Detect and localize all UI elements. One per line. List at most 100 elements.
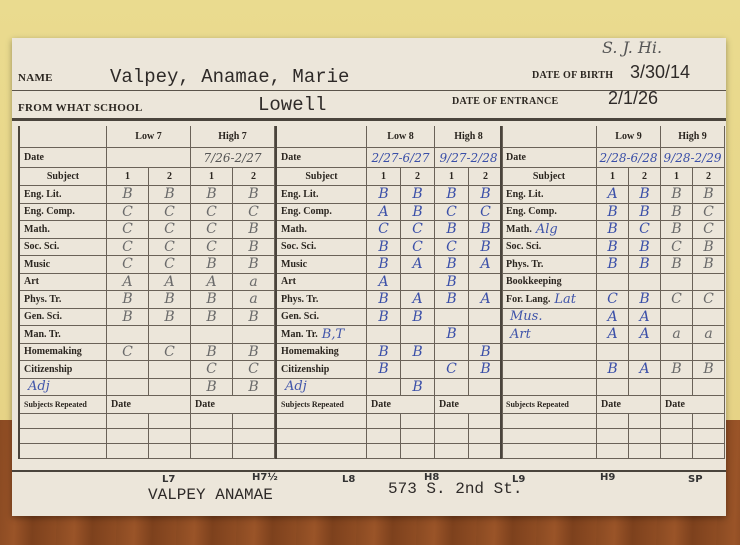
subject-row-label: Mus. (502, 308, 597, 326)
term-date: 9/27-2/28 (435, 148, 503, 168)
grade-cell: B (233, 238, 275, 256)
entrance-label: DATE OF ENTRANCE (452, 96, 559, 107)
subject-name: Man. Tr. (281, 328, 318, 340)
subject-row-label: Adj (277, 378, 367, 396)
grade-cell: B (661, 221, 693, 239)
grade-cell: B (435, 256, 469, 274)
subject-name: Math. (281, 223, 307, 235)
grade-cell (149, 361, 191, 379)
grade-cell: C (107, 256, 149, 274)
subject-header: Subject (20, 168, 107, 186)
blank-cell (401, 429, 435, 444)
period-number: 1 (597, 168, 629, 186)
subject-row-label: Music (277, 256, 367, 274)
grade-cell: B (233, 378, 275, 396)
subject-row-label: Math. Alg (502, 221, 597, 239)
subject-row-label: For. Lang. Lat (502, 291, 597, 309)
grade-cell (107, 326, 149, 344)
grade-level-code: L8 (342, 474, 356, 485)
term-date (107, 148, 191, 168)
blank-cell (20, 126, 107, 148)
grade-cell: B (233, 256, 275, 274)
blank-cell (149, 444, 191, 459)
blank-cell (277, 414, 367, 429)
period-number: 2 (149, 168, 191, 186)
subject-name: Citizenship (281, 363, 330, 375)
subject-name: Soc. Sci. (281, 241, 317, 253)
grade-level-code: H8 (424, 472, 440, 483)
grade-cell: B (191, 308, 233, 326)
grade-cell: C (149, 238, 191, 256)
blank-cell (469, 444, 503, 459)
blank-cell (693, 429, 725, 444)
grade-cell: B (469, 186, 503, 204)
subject-name: Soc. Sci. (24, 241, 60, 253)
grade-cell: B (469, 221, 503, 239)
grade-cell: C (191, 203, 233, 221)
grade-cell: B (107, 291, 149, 309)
grade-cell (661, 378, 693, 396)
name-label: NAME (18, 72, 53, 84)
grade-cell: A (597, 186, 629, 204)
subject-name: Math. (506, 223, 532, 235)
blank-cell (367, 429, 401, 444)
period-number: 2 (401, 168, 435, 186)
grade-cell: C (191, 361, 233, 379)
grade-cell: A (367, 203, 401, 221)
grade-cell: B (233, 221, 275, 239)
term-date: 2/27-6/27 (367, 148, 435, 168)
blank-cell (401, 414, 435, 429)
grade-cell: B (435, 291, 469, 309)
grade-cell: B (435, 326, 469, 344)
grade-cell: C (191, 221, 233, 239)
grade-cell: C (661, 291, 693, 309)
grade-cell (107, 378, 149, 396)
grade-cell: B (233, 308, 275, 326)
student-name: Valpey, Anamae, Marie (110, 66, 350, 88)
period-number: 2 (233, 168, 275, 186)
term-date: 2/28-6/28 (597, 148, 661, 168)
blank-cell (502, 414, 597, 429)
grade-cell: A (401, 256, 435, 274)
subject-row-label: Citizenship (277, 361, 367, 379)
grade-cell (367, 378, 401, 396)
grade-cell (693, 343, 725, 361)
subject-row-label: Eng. Lit. (277, 186, 367, 204)
grade-cell: A (191, 273, 233, 291)
subject-row-label (502, 378, 597, 396)
subject-row-label: Gen. Sci. (277, 308, 367, 326)
subject-row-label (502, 343, 597, 361)
blank-cell (629, 444, 661, 459)
grade-cell: B (629, 203, 661, 221)
grade-cell: C (107, 343, 149, 361)
grade-cell: B (367, 291, 401, 309)
term-label: Low 8 (367, 126, 435, 148)
subject-row-label: Math. (20, 221, 107, 239)
grade-cell (661, 343, 693, 361)
grade-cell (107, 361, 149, 379)
grade-cell (469, 273, 503, 291)
subjects-repeated-label: Subjects Repeated (277, 396, 367, 414)
grade-cell: B (401, 343, 435, 361)
grade-cell: C (693, 221, 725, 239)
grade-cell: C (401, 238, 435, 256)
grade-cell: C (107, 238, 149, 256)
grade-cell: B (107, 186, 149, 204)
grade-level-code: L7 (162, 474, 176, 485)
blank-cell (401, 444, 435, 459)
grade-cell: B (629, 238, 661, 256)
grade-cell: B (233, 343, 275, 361)
subject-header: Subject (277, 168, 367, 186)
grade-cell: C (149, 203, 191, 221)
grade-cell: B (469, 361, 503, 379)
term-label: High 9 (661, 126, 725, 148)
subject-name: Homemaking (24, 346, 82, 358)
blank-cell (149, 429, 191, 444)
grade-cell: B (435, 221, 469, 239)
blank-cell (469, 414, 503, 429)
grade-cell: B (367, 343, 401, 361)
handwritten-note: Alg (535, 221, 558, 237)
grade-section-2: Low 8 High 8 Date 2/27-6/27 9/27-2/28 Subject… (275, 126, 503, 459)
repeated-date-label: Date (661, 396, 725, 414)
grade-cell: B (629, 256, 661, 274)
